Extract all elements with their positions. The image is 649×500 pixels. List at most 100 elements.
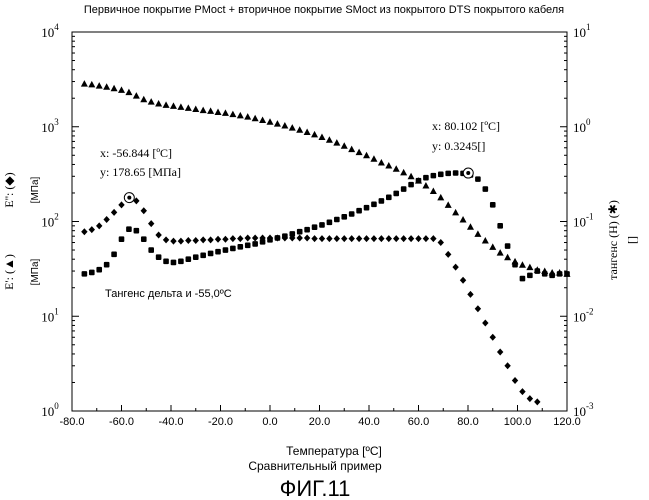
tan-delta-point	[497, 223, 503, 229]
tan-delta-point	[386, 194, 392, 201]
loss-point	[296, 234, 303, 242]
tan-delta-point	[237, 244, 244, 250]
loss-point	[170, 237, 177, 245]
loss-point	[177, 237, 185, 245]
y-right-label: тангенс (H) (✱)	[606, 200, 620, 280]
tan-delta-point	[430, 172, 437, 179]
tan-delta-point	[296, 228, 303, 235]
tan-delta-point	[178, 258, 184, 265]
storage-point	[273, 120, 281, 127]
tan-delta-point	[512, 261, 518, 268]
tan-delta-point	[556, 271, 563, 277]
loss-point	[185, 237, 192, 245]
chart-subtitle: Сравнительный пример	[248, 459, 382, 473]
loss-point	[355, 235, 363, 243]
tan-delta-point	[111, 251, 117, 258]
y-right-axis-ticks: 101 100 10-1 10-2 10-3	[560, 22, 594, 419]
storage-point	[110, 84, 118, 92]
storage-point	[221, 109, 229, 116]
tan-delta-point	[252, 241, 258, 247]
y-left-tick-label: 102	[41, 212, 59, 230]
marker-2-y-label: y: 0.3245[]	[432, 139, 485, 153]
y-left-tick-label: 103	[41, 117, 59, 135]
storage-point	[214, 108, 222, 116]
loss-point	[110, 208, 118, 216]
x-tick-label: 100.0	[504, 416, 532, 428]
loss-point	[467, 290, 474, 298]
loss-point	[207, 236, 214, 244]
storage-point	[318, 133, 326, 140]
storage-point	[363, 151, 371, 159]
loss-point	[326, 235, 333, 243]
chart-title: Первичное покрытие PMoct + вторичное пок…	[84, 4, 564, 16]
storage-point	[385, 161, 393, 169]
storage-point	[489, 243, 497, 250]
tan-delta-point	[289, 231, 296, 237]
loss-point	[96, 222, 103, 230]
y-left-label-loss-unit: [МПа]	[30, 176, 41, 203]
loss-point	[534, 398, 541, 406]
loss-point	[489, 333, 496, 341]
tan-delta-point	[549, 272, 555, 279]
storage-point	[526, 263, 534, 271]
storage-point	[377, 158, 385, 166]
storage-point	[88, 80, 96, 88]
storage-point	[125, 88, 133, 96]
loss-point	[519, 388, 526, 396]
loss-point	[437, 239, 444, 247]
tan-delta-point	[519, 275, 526, 282]
tan-delta-point	[311, 224, 318, 231]
tan-delta-point	[282, 233, 288, 239]
storage-point	[229, 110, 237, 118]
tan-delta-point	[215, 248, 221, 255]
y-left-storage-unit-text: [МПа]	[30, 258, 41, 285]
loss-point	[482, 319, 489, 327]
tan-delta-point	[527, 272, 533, 279]
marker-2-x-label: x: 80.102 [ºC]	[432, 119, 500, 133]
storage-point	[118, 86, 125, 93]
storage-point	[348, 145, 356, 153]
marker-1-y-label: y: 178.65 [МПа]	[100, 165, 181, 179]
storage-point	[311, 130, 319, 138]
loss-point	[452, 263, 459, 271]
storage-point	[518, 261, 526, 268]
storage-point	[325, 136, 333, 143]
y-left-label-storage-unit: [МПа]	[30, 258, 41, 285]
storage-point	[132, 92, 140, 99]
tan-delta-point	[192, 254, 199, 260]
storage-point	[95, 82, 103, 89]
tan-delta-point	[378, 198, 385, 204]
storage-point	[281, 122, 289, 129]
y-left-label-storage: E': (▲)	[2, 254, 16, 290]
tan-delta-point	[363, 204, 370, 211]
tan-delta-annotation: Тангенс дельта и -55,0ºC	[105, 288, 232, 300]
storage-point	[504, 253, 512, 261]
tan-delta-point	[207, 250, 214, 257]
x-tick-label: 120.0	[553, 416, 581, 428]
tan-delta-point	[155, 254, 162, 260]
y-left-tick-label: 101	[41, 306, 59, 324]
loss-point	[474, 305, 482, 313]
tan-delta-point	[230, 245, 236, 252]
loss-point	[333, 235, 341, 243]
tan-delta-point	[163, 258, 169, 265]
loss-point	[385, 235, 392, 243]
storage-point	[422, 181, 430, 189]
storage-point	[162, 101, 170, 108]
tan-delta-point	[504, 243, 511, 249]
loss-point	[341, 235, 348, 243]
tan-delta-point	[126, 226, 132, 232]
loss-point	[407, 235, 415, 243]
series-loss-modulus	[81, 194, 541, 406]
storage-point	[192, 105, 200, 112]
tan-delta-point	[319, 222, 325, 228]
loss-point	[229, 235, 237, 243]
storage-point	[340, 142, 348, 149]
x-tick-label: -20.0	[208, 416, 233, 428]
storage-point	[392, 165, 400, 172]
tan-delta-point	[489, 202, 496, 208]
loss-point	[140, 207, 147, 215]
tan-delta-point	[96, 266, 103, 273]
storage-point	[266, 118, 274, 125]
tan-delta-point	[348, 211, 355, 217]
